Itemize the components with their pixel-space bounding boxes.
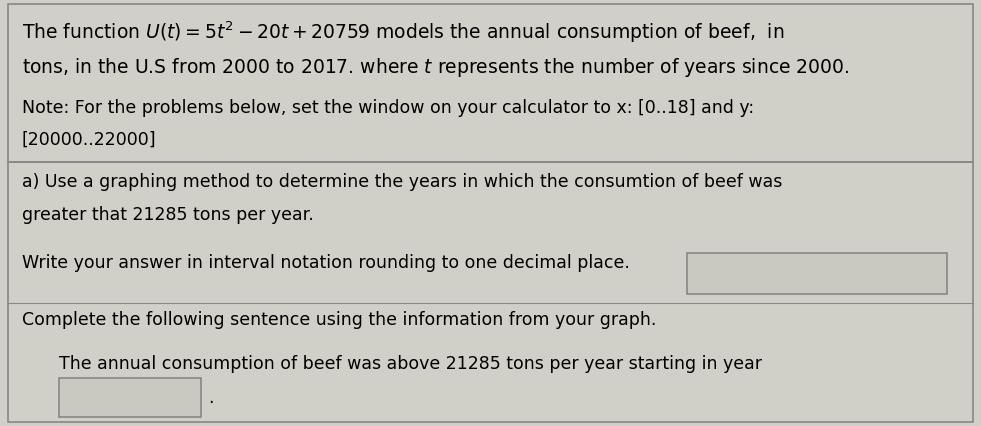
FancyBboxPatch shape	[8, 5, 973, 422]
Text: Complete the following sentence using the information from your graph.: Complete the following sentence using th…	[22, 310, 656, 328]
Text: greater that 21285 tons per year.: greater that 21285 tons per year.	[22, 205, 313, 223]
Text: a) Use a graphing method to determine the years in which the consumtion of beef : a) Use a graphing method to determine th…	[22, 173, 782, 190]
Text: tons, in the U.S from 2000 to 2017. where $t$ represents the number of years sin: tons, in the U.S from 2000 to 2017. wher…	[22, 55, 850, 78]
Text: The function $U(t) = 5t^2 - 20t + 20759$ models the annual consumption of beef, : The function $U(t) = 5t^2 - 20t + 20759$…	[22, 19, 784, 45]
Text: Note: For the problems below, set the window on your calculator to x: [0..18] an: Note: For the problems below, set the wi…	[22, 99, 753, 117]
Text: Write your answer in interval notation rounding to one decimal place.: Write your answer in interval notation r…	[22, 253, 630, 271]
FancyBboxPatch shape	[59, 378, 201, 417]
FancyBboxPatch shape	[687, 253, 947, 294]
Text: [20000..22000]: [20000..22000]	[22, 131, 156, 149]
Text: .: .	[208, 389, 214, 406]
Text: The annual consumption of beef was above 21285 tons per year starting in year: The annual consumption of beef was above…	[59, 354, 762, 372]
